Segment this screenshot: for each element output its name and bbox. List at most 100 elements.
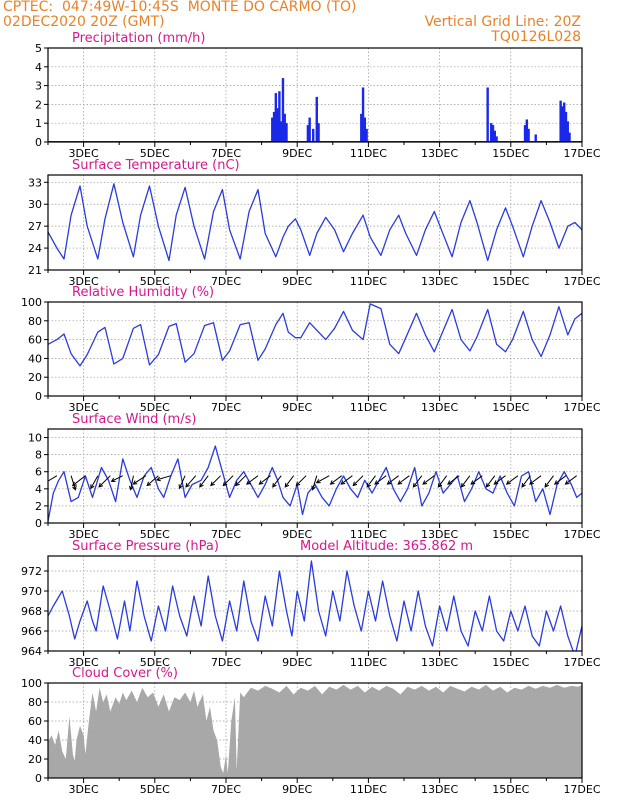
wind-arrow-shaft [544, 475, 554, 488]
x-tick-label: 13DEC [421, 275, 458, 288]
wind-vector-arrow [397, 475, 410, 485]
wind-arrow-head [210, 481, 215, 487]
wind-vector-arrow [529, 475, 542, 485]
wind-arrow-head [422, 480, 428, 485]
wind-arrow-shaft [185, 475, 197, 488]
wind-arrow-shaft [246, 475, 259, 485]
y-tick-label: 27 [28, 220, 42, 233]
wind-arrow-head [437, 482, 443, 488]
station-header-line1: CPTEC: 047:49W-10:45S MONTE DO CARMO (TO… [3, 0, 357, 15]
x-tick-label: 13DEC [421, 528, 458, 541]
wind-arrow-shaft [521, 475, 531, 488]
wind-arrow-shaft [70, 475, 76, 490]
wind-arrow-shaft [412, 475, 423, 488]
y-tick-label: 40 [28, 734, 42, 747]
wind-vector-arrow [210, 475, 222, 487]
x-tick-label: 3DEC [69, 528, 99, 541]
wind-vector-arrow [374, 475, 387, 485]
x-tick-label: 11DEC [350, 783, 387, 796]
wind-vector-arrow [340, 475, 353, 485]
x-tick-label: 17DEC [563, 783, 600, 796]
rh-series-line [48, 303, 582, 367]
wind-arrow-shaft [130, 475, 134, 490]
run-datetime: 02DEC2020 20Z (GMT) [3, 14, 165, 30]
model-code: TQ0126L028 [491, 29, 581, 45]
y-tick-label: 33 [28, 176, 42, 189]
y-tick-label: 20 [28, 753, 42, 766]
wind-arrow-head [374, 480, 380, 485]
wind-vector-arrow [470, 475, 483, 485]
panel-title-precip: Precipitation (mm/h) [72, 31, 205, 46]
panel-wind: Surface Wind (m/s) 0 2 4 6 8 10 3DEC 5DEC 7DEC 9DE… [28, 412, 601, 541]
wind-arrow-shaft [554, 475, 567, 485]
precip-bar [272, 111, 276, 142]
wind-arrow-shaft [529, 475, 542, 485]
precip-bar [561, 106, 564, 142]
wind-arrow-shaft [90, 475, 99, 489]
x-tick-label: 9DEC [282, 528, 312, 541]
x-tick-label: 3DEC [69, 275, 99, 288]
y-tick-label: 24 [28, 242, 42, 255]
wind-vector-arrow [284, 475, 295, 488]
precip-bar [312, 128, 315, 142]
x-tick-label: 7DEC [211, 656, 241, 669]
wind-vector-arrow [178, 475, 186, 490]
wind-vector-arrow [132, 475, 147, 485]
plot-area-precip [48, 78, 582, 142]
x-tick-label: 15DEC [492, 783, 529, 796]
x-tick-label: 17DEC [563, 147, 600, 160]
wind-vector-arrow [422, 475, 435, 485]
wind-arrow-head [90, 484, 95, 490]
panel-temp: Surface Temperature (nC) 21 24 27 30 33 3DEC 5D… [28, 158, 601, 288]
wind-arrow-head [329, 480, 335, 485]
wind-vector-arrow [155, 475, 171, 482]
wind-arrow-head [553, 480, 559, 485]
wind-arrow-head [412, 482, 418, 488]
wind-vector-arrow [505, 475, 519, 485]
y-tick-label: 6 [35, 466, 42, 479]
panel-frame [47, 682, 583, 779]
wind-arrow-head [284, 482, 290, 488]
wind-arrow-head [295, 481, 301, 487]
y-tick-label: 60 [28, 334, 42, 347]
precip-bar [308, 117, 311, 142]
wind-arrow-head [470, 480, 476, 485]
wind-arrow-head [43, 481, 47, 484]
precip-bar [527, 128, 530, 142]
x-tick-label: 5DEC [140, 401, 170, 414]
precip-bar [317, 123, 320, 142]
precip-bar [283, 113, 286, 142]
panel-frame [47, 301, 583, 397]
wind-vector-arrow [98, 475, 111, 488]
panel-rh: Relative Humidity (%) 0 20 40 60 80 100 3DEC 5DE… [21, 285, 601, 414]
precip-bar [486, 87, 489, 142]
precip-bar [281, 78, 285, 142]
panel-title-pressure: Surface Pressure (hPa) [72, 539, 219, 554]
x-tick-label: 5DEC [140, 275, 170, 288]
wind-vector-arrow [71, 475, 86, 487]
wind-arrow-head [529, 480, 534, 485]
x-tick-label: 11DEC [350, 528, 387, 541]
wind-arrow-head [98, 482, 104, 488]
wind-vector-arrow [311, 475, 318, 491]
wind-arrow-shaft [437, 475, 448, 488]
wind-arrow-shaft [352, 475, 364, 486]
wind-vector-arrow [43, 475, 58, 484]
y-tick-label: 968 [21, 605, 42, 618]
precip-bar [491, 125, 495, 142]
x-tick-label: 15DEC [492, 147, 529, 160]
x-tick-label: 3DEC [69, 783, 99, 796]
wind-arrow-head [340, 480, 346, 485]
x-tick-label: 13DEC [421, 147, 458, 160]
panel-frame [47, 428, 583, 524]
wind-vector-arrow [235, 475, 246, 487]
x-tick-label: 11DEC [350, 401, 387, 414]
precip-bar [274, 93, 278, 142]
cloud-cover-area [48, 684, 582, 778]
x-tick-label: 9DEC [282, 275, 312, 288]
wind-arrow-head [505, 480, 511, 485]
y-tick-label: 966 [21, 625, 42, 638]
wind-arrow-head [397, 480, 403, 485]
wind-arrow-shaft [397, 475, 410, 485]
wind-arrow-head [386, 480, 392, 485]
